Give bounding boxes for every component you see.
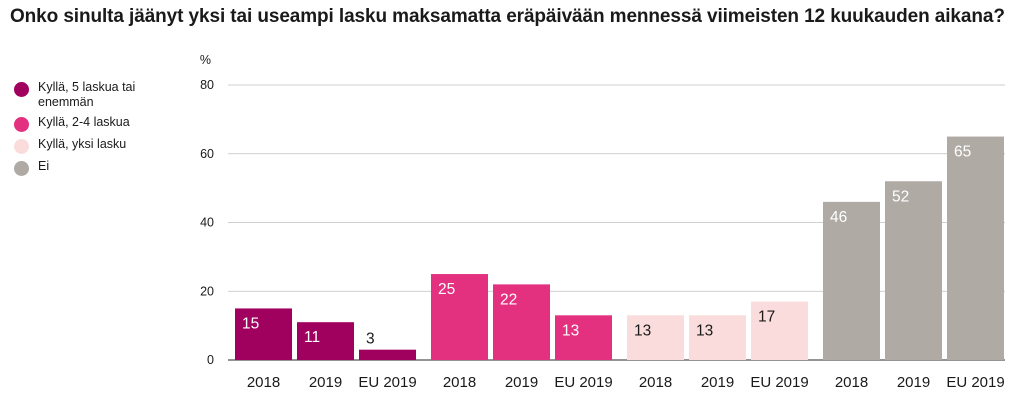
y-tick-label: 80 (200, 78, 214, 92)
data-label: 11 (304, 329, 320, 346)
data-label: 15 (242, 315, 259, 332)
x-tick-label: 2018 (835, 374, 868, 391)
legend-label: Ei (38, 159, 50, 173)
legend-item-4: Ei (14, 159, 189, 176)
bar (627, 315, 684, 360)
legend-label: Kyllä, yksi lasku (38, 137, 127, 151)
legend-item-3: Kyllä, yksi lasku (14, 137, 189, 154)
bar (493, 284, 550, 360)
data-label: 13 (696, 322, 713, 339)
bar (359, 349, 416, 360)
legend-swatch (14, 161, 29, 176)
bar (947, 136, 1004, 360)
data-label: 65 (954, 144, 971, 161)
y-tick-label: 20 (200, 284, 214, 298)
x-tick-label: 2019 (701, 374, 734, 391)
legend-label: Kyllä, 2-4 laskua (38, 115, 130, 129)
x-tick-label: 2019 (505, 374, 538, 391)
y-axis-label: % (200, 53, 211, 67)
x-tick-label: 2019 (897, 374, 930, 391)
data-label: 46 (830, 209, 847, 226)
legend-swatch (14, 117, 29, 132)
bar (297, 322, 354, 360)
x-tick-label: EU 2019 (946, 374, 1004, 391)
legend: Kyllä, 5 laskua tai enemmän Kyllä, 2-4 la… (14, 80, 189, 181)
bar (885, 181, 942, 360)
legend-label: Kyllä, 5 laskua tai enemmän (38, 80, 136, 109)
bar (751, 301, 808, 360)
legend-item-1: Kyllä, 5 laskua tai enemmän (14, 80, 189, 110)
legend-swatch (14, 139, 29, 154)
x-tick-label: EU 2019 (750, 374, 808, 391)
x-tick-label: 2018 (443, 374, 476, 391)
bar (689, 315, 746, 360)
x-tick-label: 2018 (639, 374, 672, 391)
x-tick-label: EU 2019 (554, 374, 612, 391)
data-label: 22 (500, 291, 517, 308)
data-label: 25 (438, 281, 455, 298)
data-label: 52 (892, 188, 909, 205)
chart-title: Onko sinulta jäänyt yksi tai useampi las… (10, 6, 1005, 27)
legend-swatch (14, 82, 29, 97)
y-tick-label: 0 (207, 353, 214, 367)
data-label: 13 (562, 322, 579, 339)
x-tick-label: 2018 (247, 374, 280, 391)
x-tick-label: EU 2019 (358, 374, 416, 391)
y-tick-label: 60 (200, 147, 214, 161)
bar (555, 315, 612, 360)
bar (431, 274, 488, 360)
y-tick-label: 40 (200, 216, 214, 230)
x-tick-label: 2019 (309, 374, 342, 391)
bar (823, 201, 880, 360)
legend-item-2: Kyllä, 2-4 laskua (14, 115, 189, 132)
data-label: 17 (758, 309, 775, 326)
data-label: 13 (634, 322, 651, 339)
data-label: 3 (366, 331, 375, 348)
bar (235, 308, 292, 360)
